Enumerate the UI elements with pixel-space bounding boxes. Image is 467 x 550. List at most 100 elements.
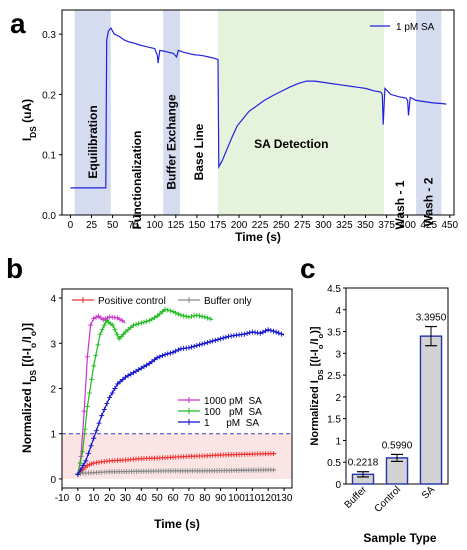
y-tick-label: 0.1 <box>42 151 56 162</box>
marker-1pM-SA <box>270 328 276 334</box>
region-label-4: SA Detection <box>254 137 328 151</box>
y-tick-label: 4 <box>335 306 341 317</box>
legend-label-100pM-SA: 100 pM SA <box>204 407 262 418</box>
marker-1000pM-SA <box>81 408 87 414</box>
legend-label-1pM-SA: 1 pM SA <box>204 418 259 429</box>
y-tick-label: 0 <box>50 475 56 486</box>
y-axis-title-c: Normalized IDS [(I-Io/Io)] <box>309 326 325 445</box>
marker-1000pM-SA <box>88 322 94 328</box>
x-tick-label: 150 <box>189 220 206 231</box>
region-6 <box>416 10 442 215</box>
marker-1pM-SA <box>154 355 160 361</box>
legend-marker-1000pM-SA <box>186 397 192 403</box>
x-tick-label: 50 <box>107 220 119 231</box>
x-tick-label: 0 <box>68 220 74 231</box>
bar-sa <box>419 335 443 485</box>
marker-1pM-SA <box>125 373 131 379</box>
x-tick-label: 125 <box>167 220 184 231</box>
marker-100pM-SA <box>95 342 101 348</box>
region-label-2: Buffer Exchange <box>165 94 179 190</box>
marker-100pM-SA <box>122 329 128 335</box>
x-tick-label: 50 <box>152 493 164 504</box>
y-tick-label: 0 <box>335 480 341 491</box>
region-label-6: Wash - 2 <box>422 177 436 226</box>
y-tick-label: 1 <box>335 436 341 447</box>
marker-1pM-SA <box>96 420 102 426</box>
y-tick-label: 2.5 <box>327 371 341 382</box>
x-tick-label: 450 <box>441 220 458 231</box>
marker-100pM-SA <box>89 376 95 382</box>
region-label-0: Equilibration <box>86 105 100 178</box>
x-tick-label: 300 <box>315 220 332 231</box>
region-2 <box>163 10 181 215</box>
y-tick-label: 2 <box>50 385 56 396</box>
legend-marker-buffer-only <box>186 297 192 303</box>
x-tick-label: 60 <box>167 493 179 504</box>
marker-1pM-SA <box>204 340 210 346</box>
x-tick-label: 175 <box>210 220 227 231</box>
marker-1pM-SA <box>165 351 171 357</box>
marker-100pM-SA <box>99 327 105 333</box>
value-label-control: 0.5990 <box>382 440 413 451</box>
marker-1pM-SA <box>91 435 97 441</box>
marker-100pM-SA <box>128 324 134 330</box>
panel-a: a Equilibration Functionalization Buffer E… <box>10 8 459 244</box>
marker-100pM-SA <box>101 322 107 328</box>
y-tick-label: 0.0 <box>42 211 56 222</box>
marker-1pM-SA <box>257 330 263 336</box>
marker-1pM-SA <box>189 344 195 350</box>
marker-1pM-SA <box>80 462 86 468</box>
marker-1pM-SA <box>241 331 247 337</box>
region-0 <box>74 10 111 215</box>
panel-c-letter: c <box>300 253 316 284</box>
marker-1pM-SA <box>199 341 205 347</box>
y-tick-label: 3.5 <box>327 328 341 339</box>
marker-100pM-SA <box>138 320 144 326</box>
x-axis-title-c: Sample Type <box>363 531 436 545</box>
marker-100pM-SA <box>152 315 158 321</box>
legend-marker-positive-control <box>80 297 86 303</box>
marker-1pM-SA <box>273 329 279 335</box>
marker-100pM-SA <box>196 313 202 319</box>
panel-c: c 0.2218 Buffer 0.5990 Control 3.3950 SA 0 0.5 1… <box>300 253 449 545</box>
marker-1pM-SA <box>88 443 94 449</box>
marker-100pM-SA <box>141 319 147 325</box>
region-label-5: Wash - 1 <box>393 180 407 229</box>
marker-100pM-SA <box>157 311 163 317</box>
marker-1pM-SA <box>202 340 208 346</box>
marker-positive-control <box>96 459 102 465</box>
legend-marker-100pM-SA <box>186 408 192 414</box>
marker-1pM-SA <box>149 359 155 365</box>
marker-100pM-SA <box>125 327 131 333</box>
x-tick-label: 225 <box>252 220 269 231</box>
marker-100pM-SA <box>186 314 192 320</box>
value-label-buffer: 0.2218 <box>348 458 379 469</box>
marker-positive-control <box>93 460 99 466</box>
x-tick-label: 90 <box>215 493 227 504</box>
y-tick-label: 4.5 <box>327 284 341 295</box>
marker-1pM-SA <box>278 331 284 337</box>
marker-1pM-SA <box>263 328 269 334</box>
marker-1pM-SA <box>136 367 142 373</box>
region-4 <box>217 10 385 215</box>
region-label-3: Base Line <box>192 123 206 180</box>
y-tick-label: 3 <box>50 339 56 350</box>
region-5 <box>384 10 417 215</box>
marker-100pM-SA <box>194 312 200 318</box>
marker-100pM-SA <box>165 307 171 313</box>
marker-1pM-SA <box>252 329 258 335</box>
marker-100pM-SA <box>204 315 210 321</box>
marker-1pM-SA <box>159 353 165 359</box>
y-tick-label: 1.5 <box>327 415 341 426</box>
marker-100pM-SA <box>159 309 165 315</box>
y-axis-title-a: IDS (uA) <box>20 99 38 141</box>
marker-1000pM-SA <box>93 314 99 320</box>
x-tick-label: 425 <box>420 220 437 231</box>
marker-1pM-SA <box>210 338 216 344</box>
marker-100pM-SA <box>136 321 142 327</box>
marker-1pM-SA <box>228 333 234 339</box>
plot-frame-a <box>61 9 455 216</box>
x-tick-label: 375 <box>378 220 395 231</box>
marker-1pM-SA <box>175 347 181 353</box>
